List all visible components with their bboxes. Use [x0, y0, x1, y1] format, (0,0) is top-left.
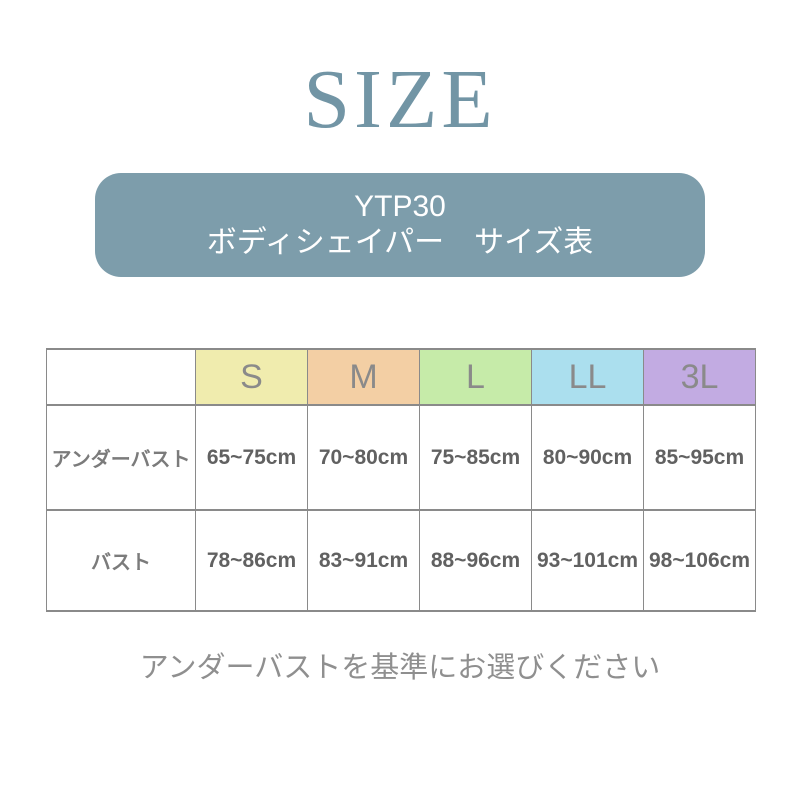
size-col-3l: 3L [643, 348, 756, 406]
bust-value-3l: 98~106cm [643, 509, 756, 612]
corner-cell [46, 348, 196, 406]
bust-value-s: 78~86cm [195, 509, 308, 612]
table-row-underbust: アンダーバスト 65~75cm 70~80cm 75~85cm 80~90cm … [46, 404, 756, 511]
table-row-bust: バスト 78~86cm 83~91cm 88~96cm 93~101cm 98~… [46, 509, 756, 612]
banner-subtitle: ボディシェイパー サイズ表 [206, 226, 594, 259]
page-title: SIZE [303, 53, 497, 146]
size-table: S M L LL 3L アンダーバスト 65~75cm 70~80cm 75~8… [46, 348, 756, 612]
size-table-header-row: S M L LL 3L [46, 348, 756, 406]
underbust-value-m: 70~80cm [307, 404, 420, 511]
underbust-value-ll: 80~90cm [531, 404, 644, 511]
bust-value-l: 88~96cm [419, 509, 532, 612]
underbust-value-s: 65~75cm [195, 404, 308, 511]
size-col-s: S [195, 348, 308, 406]
size-col-m: M [307, 348, 420, 406]
bust-value-ll: 93~101cm [531, 509, 644, 612]
underbust-value-3l: 85~95cm [643, 404, 756, 511]
row-label-underbust: アンダーバスト [46, 404, 196, 511]
size-col-l: L [419, 348, 532, 406]
banner-product-code: YTP30 [354, 190, 446, 223]
row-label-bust: バスト [46, 509, 196, 612]
product-banner: YTP30 ボディシェイパー サイズ表 [95, 173, 705, 277]
underbust-value-l: 75~85cm [419, 404, 532, 511]
selection-note: アンダーバストを基準にお選びください [139, 652, 661, 684]
bust-value-m: 83~91cm [307, 509, 420, 612]
size-col-ll: LL [531, 348, 644, 406]
